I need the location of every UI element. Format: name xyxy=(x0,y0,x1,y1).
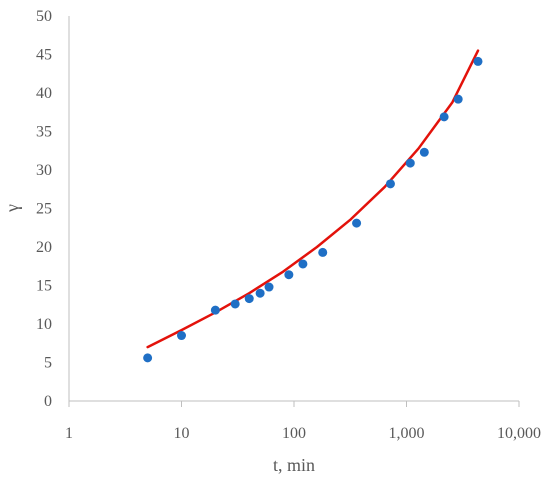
data-point xyxy=(264,282,274,292)
x-tick-label: 1,000 xyxy=(389,425,425,442)
y-tick-labels: 0 5 10 15 20 25 30 35 40 45 50 xyxy=(36,8,52,410)
data-point xyxy=(473,56,483,66)
y-tick-label: 40 xyxy=(36,85,52,102)
data-point xyxy=(284,270,294,280)
y-tick-label: 30 xyxy=(36,162,52,179)
data-point xyxy=(255,288,265,298)
trendline xyxy=(146,49,480,349)
x-tick-label: 100 xyxy=(282,425,306,442)
data-point xyxy=(230,299,240,309)
data-point xyxy=(385,179,395,189)
data-points xyxy=(143,56,483,363)
data-point xyxy=(352,218,362,228)
data-point xyxy=(298,259,308,269)
x-tick-labels: 1 10 100 1,000 10,000 xyxy=(65,425,541,442)
data-point xyxy=(405,158,415,168)
y-tick-label: 20 xyxy=(36,239,52,256)
y-tick-label: 50 xyxy=(36,8,52,25)
y-axis-title: γ xyxy=(2,204,22,213)
y-tick-label: 25 xyxy=(36,201,52,218)
data-point xyxy=(143,353,153,363)
data-point xyxy=(439,112,449,122)
x-axis-title: t, min xyxy=(273,455,315,475)
y-tick-label: 45 xyxy=(36,47,52,64)
y-tick-label: 15 xyxy=(36,278,52,295)
x-tick-label: 10 xyxy=(174,425,190,442)
data-point xyxy=(210,305,220,315)
data-point xyxy=(419,147,429,157)
x-tick-label: 1 xyxy=(65,425,73,442)
data-point xyxy=(177,331,186,341)
y-tick-label: 5 xyxy=(44,355,52,372)
data-point xyxy=(318,247,328,257)
y-tick-label: 0 xyxy=(44,393,52,410)
y-tick-label: 10 xyxy=(36,316,52,333)
x-tick-label: 10,000 xyxy=(497,425,541,442)
y-tick-label: 35 xyxy=(36,124,52,141)
data-point xyxy=(244,294,254,304)
data-point xyxy=(453,94,463,104)
x-tick-marks xyxy=(68,401,520,407)
